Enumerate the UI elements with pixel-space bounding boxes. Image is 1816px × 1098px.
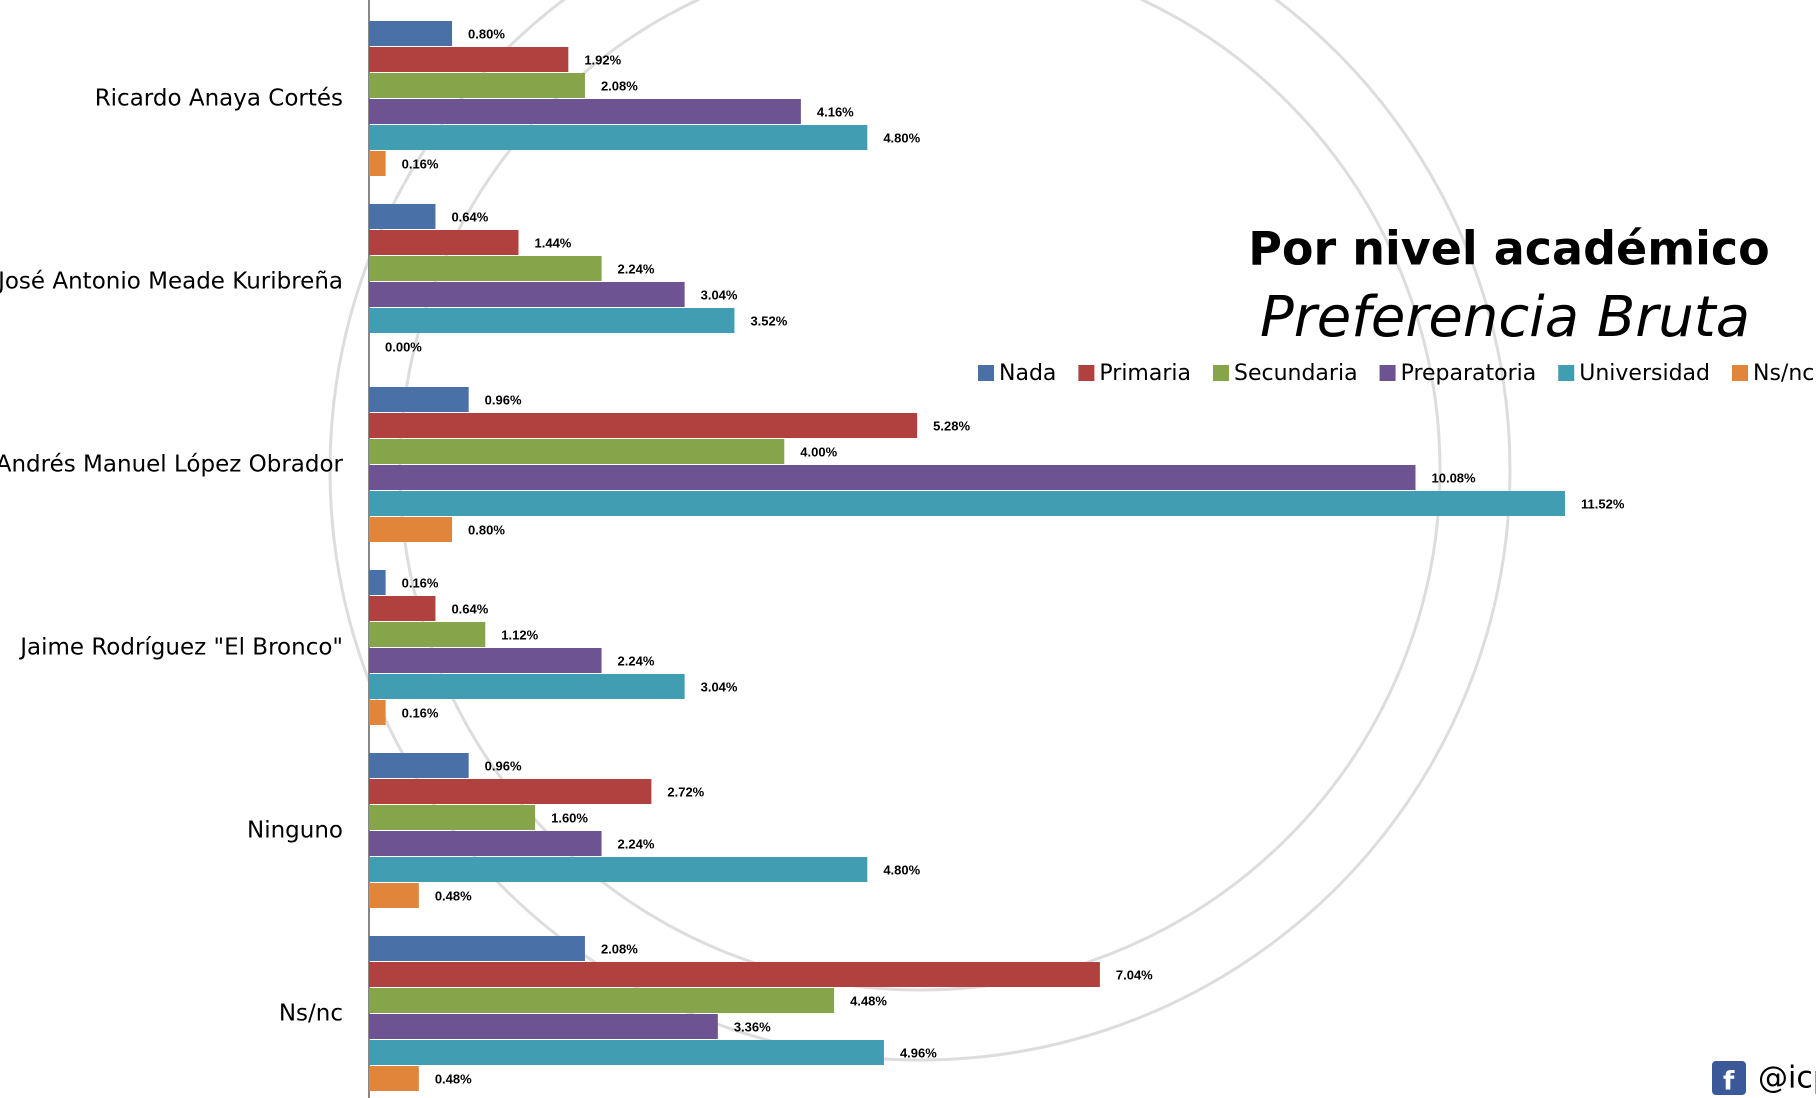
- facebook-icon: [1712, 1061, 1746, 1095]
- value-label: 0.16%: [402, 575, 439, 590]
- value-label: 0.16%: [402, 156, 439, 171]
- value-label: 2.24%: [618, 261, 655, 276]
- bar: [369, 439, 785, 464]
- category-label: Jaime Rodríguez "El Bronco": [18, 635, 343, 661]
- legend-label: Nada: [999, 361, 1056, 386]
- value-label: 0.96%: [485, 758, 522, 773]
- value-label: 0.64%: [451, 601, 488, 616]
- legend-swatch: [1078, 365, 1095, 381]
- value-label: 4.80%: [883, 862, 920, 877]
- value-label: 3.36%: [734, 1019, 771, 1034]
- value-label: 1.12%: [501, 627, 538, 642]
- footer: @icp: [1758, 1061, 1816, 1096]
- legend-swatch: [1379, 365, 1396, 381]
- value-label: 1.92%: [584, 52, 621, 67]
- legend-label: Preparatoria: [1401, 361, 1537, 386]
- bar: [369, 648, 602, 673]
- facebook-f: f: [1723, 1067, 1735, 1097]
- value-label: 5.28%: [933, 418, 970, 433]
- legend-swatch: [1732, 365, 1748, 381]
- bar: [369, 753, 469, 778]
- bar: [369, 962, 1100, 987]
- bar: [369, 151, 386, 176]
- bar: [369, 125, 868, 150]
- legend-label: Secundaria: [1234, 361, 1358, 386]
- bar: [369, 831, 602, 856]
- bar: [369, 883, 419, 908]
- chart-title: Por nivel académico: [1248, 222, 1770, 276]
- value-label: 11.52%: [1581, 496, 1625, 511]
- bar: [369, 465, 1416, 490]
- bar: [369, 99, 801, 124]
- value-label: 2.24%: [618, 653, 655, 668]
- background-seal: [328, 0, 1512, 1062]
- legend-swatch: [1558, 365, 1575, 381]
- category-label: Ninguno: [247, 818, 343, 844]
- value-label: 1.60%: [551, 810, 588, 825]
- bar: [369, 779, 652, 804]
- value-label: 0.96%: [485, 392, 522, 407]
- bar: [369, 387, 469, 412]
- value-label: 4.80%: [883, 130, 920, 145]
- value-label: 2.24%: [618, 836, 655, 851]
- value-label: 4.96%: [900, 1045, 937, 1060]
- bar: [369, 517, 453, 542]
- bar: [369, 413, 918, 438]
- value-label: 0.80%: [468, 26, 505, 41]
- legend-label: Universidad: [1579, 361, 1710, 386]
- bar: [369, 570, 386, 595]
- bar: [369, 204, 436, 229]
- bar: [369, 282, 685, 307]
- value-label: 4.16%: [817, 104, 854, 119]
- legend-label: Ns/nc: [1753, 361, 1814, 386]
- value-label: 3.04%: [701, 679, 738, 694]
- legend-swatch: [978, 365, 994, 381]
- bar: [369, 1040, 884, 1065]
- bar: [369, 47, 569, 72]
- bar: [369, 21, 453, 46]
- bar: [369, 1066, 419, 1091]
- bar: [369, 256, 602, 281]
- category-label: Andrés Manuel López Obrador: [0, 452, 344, 478]
- value-label: 0.64%: [451, 209, 488, 224]
- value-label: 3.52%: [750, 313, 787, 328]
- chart-subtitle: Preferencia Bruta: [1260, 285, 1750, 350]
- value-label: 4.00%: [800, 444, 837, 459]
- bar: [369, 1014, 718, 1039]
- bar: [369, 700, 386, 725]
- value-label: 0.48%: [435, 1071, 472, 1086]
- value-label: 2.72%: [667, 784, 704, 799]
- bar: [369, 73, 585, 98]
- bar: [369, 622, 486, 647]
- bar: [369, 857, 868, 882]
- value-label: 7.04%: [1116, 967, 1153, 982]
- category-label: Ricardo Anaya Cortés: [95, 86, 343, 112]
- value-label: 0.80%: [468, 522, 505, 537]
- category-label: José Antonio Meade Kuribreña: [0, 269, 343, 295]
- value-label: 3.04%: [701, 287, 738, 302]
- bar: [369, 308, 735, 333]
- bar: [369, 936, 585, 961]
- bar: [369, 988, 835, 1013]
- value-label: 1.44%: [535, 235, 572, 250]
- legend-swatch: [1212, 365, 1229, 381]
- value-label: 4.48%: [850, 993, 887, 1008]
- value-label: 0.16%: [402, 705, 439, 720]
- bar: [369, 491, 1565, 516]
- value-label: 0.48%: [435, 888, 472, 903]
- bar: [369, 230, 519, 255]
- value-label: 0.00%: [385, 339, 422, 354]
- value-label: 10.08%: [1432, 470, 1477, 485]
- legend: Nada Primaria Secundaria Preparatoria Univer…: [978, 361, 1814, 386]
- category-label: Ns/nc: [279, 1001, 343, 1027]
- legend-label: Primaria: [1099, 361, 1191, 386]
- value-label: 2.08%: [601, 78, 638, 93]
- value-label: 2.08%: [601, 941, 638, 956]
- bar: [369, 596, 436, 621]
- bar: [369, 674, 685, 699]
- bar: [369, 805, 536, 830]
